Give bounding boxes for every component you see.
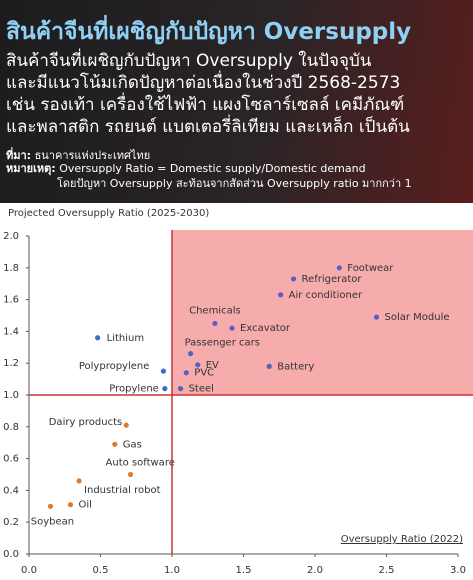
y-tick-label: 1.2 xyxy=(3,358,19,369)
point xyxy=(290,276,297,282)
point xyxy=(76,478,82,484)
y-tick-label: 1.6 xyxy=(3,295,19,306)
y-tick-label: 2.0 xyxy=(3,231,19,242)
y-tick-label: 0.4 xyxy=(3,485,19,496)
description: สินค้าจีนที่เผชิญกับปัญหา Oversupply ในป… xyxy=(6,50,410,138)
point xyxy=(212,320,218,327)
point xyxy=(112,441,118,447)
point xyxy=(195,362,201,368)
point-label: Propylene xyxy=(109,384,159,395)
source-text: ธนาคารแห่งประเทศไทย xyxy=(34,149,151,162)
point xyxy=(177,386,184,392)
line: เช่น รองเท้า เครื่องใช้ไฟฟ้า แผงโซลาร์เซ… xyxy=(6,95,405,115)
point xyxy=(266,363,272,369)
x-tick-label: 1.5 xyxy=(236,565,252,576)
y-tick-label: 1.8 xyxy=(3,263,19,274)
y-axis-title: Projected Oversupply Ratio (2025-2030) xyxy=(8,208,209,219)
point-label: Polypropylene xyxy=(79,361,150,372)
point-label: Gas xyxy=(123,439,142,450)
point-label: PVC xyxy=(194,368,214,379)
point xyxy=(127,471,134,478)
point-label: Oil xyxy=(78,500,91,511)
point-label: Dairy products xyxy=(49,417,123,428)
y-tick-label: 0.0 xyxy=(3,549,19,560)
point-label: Lithium xyxy=(107,333,144,344)
point xyxy=(187,351,194,357)
source-label: ที่มา: xyxy=(6,149,32,162)
point-label: Auto software xyxy=(106,458,175,469)
point-label: Solar Module xyxy=(384,312,449,323)
point xyxy=(47,503,54,509)
note-text: โดยปัญหา Oversupply สะท้อนจากสัดส่วน Ove… xyxy=(57,177,412,190)
point-label: Industrial robot xyxy=(84,485,161,496)
point xyxy=(95,335,101,341)
point-label: Excavator xyxy=(240,323,291,334)
point-label: Battery xyxy=(277,361,314,372)
point-label: EV xyxy=(206,360,219,371)
point xyxy=(160,368,167,374)
point-label: Steel xyxy=(189,384,214,395)
x-tick-label: 3.0 xyxy=(450,565,466,576)
source: ที่มา: ธนาคารแห่งประเทศไทย xyxy=(6,146,150,164)
oversupply-region xyxy=(172,230,473,395)
point xyxy=(67,502,74,508)
point xyxy=(336,265,342,271)
point xyxy=(278,292,284,298)
title: สินค้าจีนที่เผชิญกับปัญหา Oversupply xyxy=(6,19,412,45)
x-tick-label: 2.5 xyxy=(379,565,395,576)
point xyxy=(123,422,129,428)
y-tick-label: 0.2 xyxy=(3,517,19,528)
y-tick-label: 1.0 xyxy=(3,390,19,401)
x-tick-label: 2.0 xyxy=(307,565,323,576)
point-label: Air conditioner xyxy=(289,290,363,301)
y-tick-label: 1.4 xyxy=(3,326,19,337)
line: และพลาสติก รถยนต์ แบตเตอรี่ลิเทียม และเห… xyxy=(6,117,410,137)
line: และมีแนวโน้มเกิดปัญหาต่อเนื่องในช่วงปี 2… xyxy=(6,73,401,93)
x-tick-label: 0.5 xyxy=(93,565,109,576)
point-label: Soybean xyxy=(31,516,74,527)
point xyxy=(229,325,235,331)
note: หมายเหตุ: Oversupply Ratio = Domestic su… xyxy=(6,161,412,191)
point-label: Refrigerator xyxy=(302,274,363,285)
x-axis-title: Oversupply Ratio (2022) xyxy=(341,534,463,545)
point-label: Passenger cars xyxy=(185,338,260,349)
line: สินค้าจีนที่เผชิญกับปัญหา Oversupply ในป… xyxy=(6,51,372,71)
point xyxy=(162,386,168,392)
note-text: Oversupply Ratio = Domestic supply/Domes… xyxy=(59,162,366,175)
x-tick-label: 1.0 xyxy=(164,565,180,576)
x-tick-label: 0.0 xyxy=(21,565,37,576)
point-label: Footwear xyxy=(347,263,394,274)
chart: Projected Oversupply Ratio (2025-2030) 0… xyxy=(3,208,473,576)
header: สินค้าจีนที่เผชิญกับปัญหา Oversupply สิน… xyxy=(0,0,473,203)
y-tick-label: 0.6 xyxy=(3,454,19,465)
point-label: Chemicals xyxy=(189,305,241,316)
note-label: หมายเหตุ: xyxy=(6,162,56,175)
point xyxy=(183,370,189,376)
y-tick-label: 0.8 xyxy=(3,422,19,433)
point xyxy=(373,314,380,320)
